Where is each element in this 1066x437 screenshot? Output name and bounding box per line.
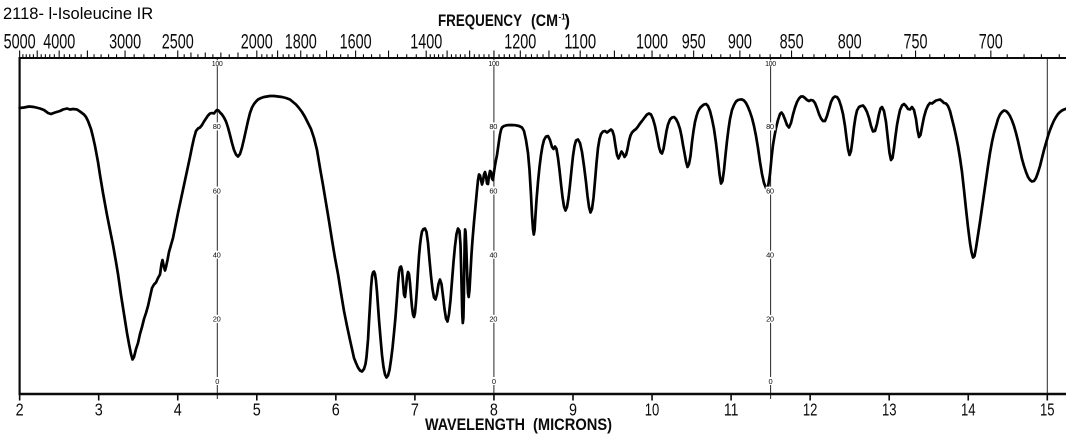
svg-text:40: 40 bbox=[766, 251, 774, 260]
svg-text:100: 100 bbox=[212, 61, 223, 68]
svg-text:): ) bbox=[565, 12, 571, 30]
svg-text:20: 20 bbox=[766, 315, 774, 324]
svg-text:1200: 1200 bbox=[504, 31, 536, 54]
svg-text:(MICRONS): (MICRONS) bbox=[533, 415, 612, 434]
svg-text:4000: 4000 bbox=[43, 31, 75, 54]
svg-text:2: 2 bbox=[16, 400, 24, 420]
svg-text:20: 20 bbox=[489, 315, 497, 324]
svg-text:80: 80 bbox=[213, 122, 221, 131]
svg-text:7: 7 bbox=[411, 400, 419, 420]
svg-text:2000: 2000 bbox=[241, 31, 273, 54]
svg-text:1400: 1400 bbox=[410, 31, 442, 54]
svg-text:1600: 1600 bbox=[340, 31, 372, 54]
svg-text:0: 0 bbox=[215, 377, 219, 386]
svg-text:9: 9 bbox=[569, 400, 577, 420]
svg-text:2500: 2500 bbox=[162, 31, 194, 54]
svg-text:40: 40 bbox=[213, 251, 221, 260]
svg-text:3: 3 bbox=[95, 400, 103, 420]
svg-text:10: 10 bbox=[645, 400, 660, 420]
svg-text:6: 6 bbox=[332, 400, 340, 420]
svg-text:80: 80 bbox=[766, 122, 774, 131]
svg-text:60: 60 bbox=[213, 186, 221, 195]
svg-text:900: 900 bbox=[728, 31, 752, 54]
svg-text:15: 15 bbox=[1040, 400, 1055, 420]
svg-text:100: 100 bbox=[488, 61, 499, 68]
svg-text:100: 100 bbox=[765, 61, 776, 68]
svg-text:80: 80 bbox=[489, 122, 497, 131]
svg-text:0: 0 bbox=[492, 377, 496, 386]
svg-text:1000: 1000 bbox=[636, 31, 668, 54]
svg-text:8: 8 bbox=[490, 400, 498, 420]
svg-text:11: 11 bbox=[724, 400, 739, 420]
svg-text:40: 40 bbox=[489, 251, 497, 260]
svg-text:800: 800 bbox=[838, 31, 862, 54]
svg-text:13: 13 bbox=[882, 400, 897, 420]
svg-text:5000: 5000 bbox=[4, 31, 36, 54]
svg-text:-1: -1 bbox=[559, 13, 567, 22]
svg-text:750: 750 bbox=[904, 31, 928, 54]
svg-text:700: 700 bbox=[979, 31, 1003, 54]
svg-text:5: 5 bbox=[253, 400, 261, 420]
svg-text:950: 950 bbox=[682, 31, 706, 54]
svg-text:20: 20 bbox=[213, 315, 221, 324]
svg-text:12: 12 bbox=[803, 400, 818, 420]
svg-text:60: 60 bbox=[489, 186, 497, 195]
svg-text:4: 4 bbox=[174, 400, 182, 420]
svg-text:WAVELENGTH: WAVELENGTH bbox=[425, 415, 525, 434]
svg-text:1100: 1100 bbox=[564, 31, 596, 54]
svg-text:0: 0 bbox=[769, 377, 773, 386]
svg-text:FREQUENCY: FREQUENCY bbox=[438, 12, 522, 30]
svg-text:850: 850 bbox=[780, 31, 804, 54]
svg-text:1800: 1800 bbox=[285, 31, 317, 54]
svg-text:60: 60 bbox=[766, 186, 774, 195]
svg-text:(CM: (CM bbox=[531, 12, 558, 30]
svg-text:3000: 3000 bbox=[109, 31, 141, 54]
svg-text:14: 14 bbox=[961, 400, 976, 420]
svg-text:2118- l-Isoleucine IR: 2118- l-Isoleucine IR bbox=[3, 5, 153, 23]
